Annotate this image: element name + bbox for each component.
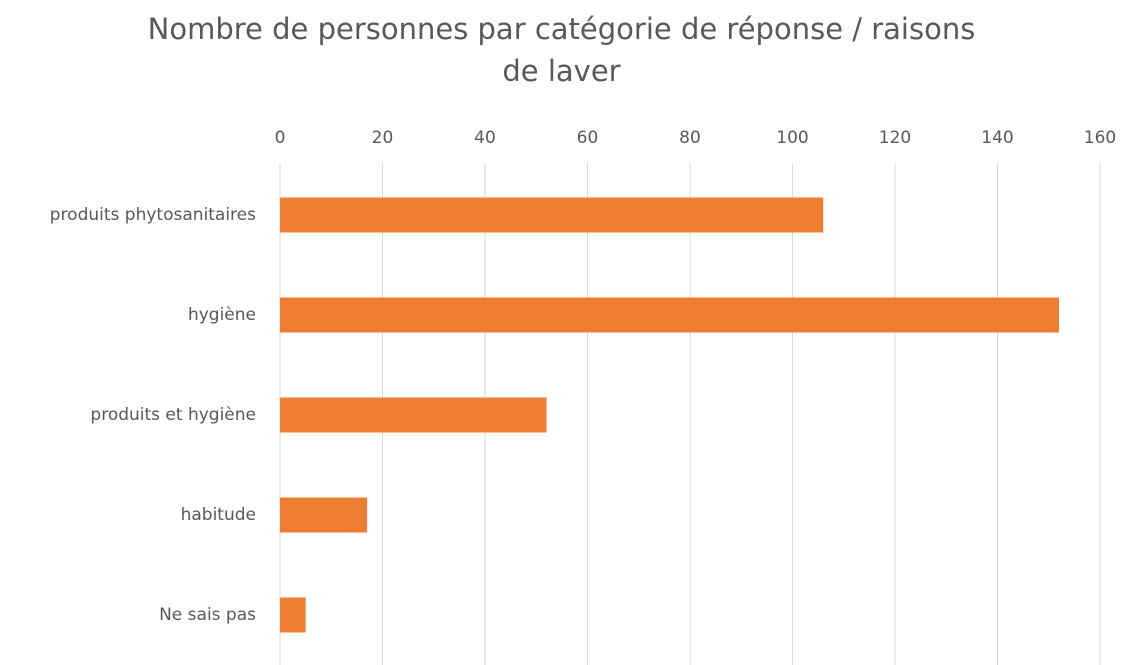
y-tick-label: hygiène (188, 305, 256, 325)
y-tick-label: Ne sais pas (159, 605, 256, 625)
y-tick-label: produits et hygiène (90, 405, 256, 425)
bar (280, 197, 824, 233)
x-tick-label: 20 (372, 128, 394, 148)
x-tick-label: 60 (577, 128, 599, 148)
y-tick-label: habitude (181, 505, 256, 525)
x-tick-label: 160 (1084, 128, 1116, 148)
y-tick-label: produits phytosanitaires (50, 205, 256, 225)
bar (280, 597, 306, 633)
bar (280, 297, 1059, 333)
x-tick-label: 140 (981, 128, 1013, 148)
chart-title: Nombre de personnes par catégorie de rép… (147, 12, 976, 88)
x-tick-label: 120 (879, 128, 911, 148)
title-box: Nombre de personnes par catégorie de rép… (0, 8, 1123, 92)
bar (280, 497, 368, 533)
x-tick-label: 0 (275, 128, 286, 148)
x-tick-label: 100 (776, 128, 808, 148)
bar (280, 397, 547, 433)
x-tick-label: 80 (679, 128, 701, 148)
x-tick-label: 40 (474, 128, 496, 148)
